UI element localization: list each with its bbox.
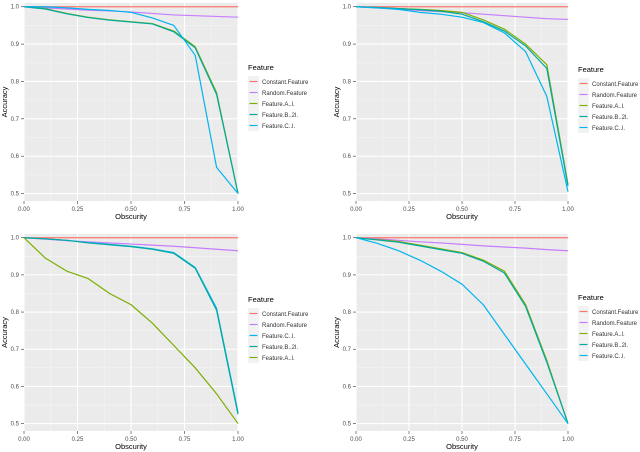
x-tick-label: 1.00 — [232, 437, 244, 443]
y-tick-label: 0.6 — [11, 154, 20, 160]
x-tick-label: 1.00 — [562, 437, 574, 443]
y-tick-label: 1.0 — [11, 236, 20, 242]
y-axis-title: Accuracy — [0, 317, 9, 348]
x-axis-title: Obscurity — [115, 442, 147, 451]
legend: Feature Constant.Feature Random.Feature Fea… — [248, 63, 309, 131]
x-tick-label: 0.75 — [509, 437, 521, 443]
x-axis-title: Obscurity — [446, 442, 478, 451]
x-tick-label: 0.75 — [179, 207, 191, 213]
x-tick-label: 0.00 — [18, 207, 30, 213]
x-axis-title: Obscurity — [115, 212, 147, 221]
y-tick-label: 0.9 — [11, 42, 20, 48]
legend-label: Feature.C..l. — [262, 334, 295, 340]
series-line-5 — [355, 6, 569, 192]
y-tick-label: 0.5 — [343, 192, 352, 198]
series-line-4 — [23, 237, 239, 415]
y-tick-label: 0.8 — [343, 310, 352, 316]
x-axis-title: Obscurity — [446, 212, 478, 221]
legend-label: Feature.B..2l. — [592, 343, 628, 349]
legend-label: Random.Feature — [262, 91, 308, 97]
y-tick-label: 0.7 — [11, 347, 20, 353]
y-tick-label: 0.5 — [11, 422, 20, 428]
y-tick-label: 0.5 — [11, 192, 20, 198]
x-tick-label: 0.25 — [403, 437, 415, 443]
chart-panel-3: 0.00 0.25 0.50 0.75 1.00 0.5 0.6 0.7 0.8 0.9 1.0 Ob… — [0, 234, 309, 451]
series-line-4 — [355, 6, 569, 187]
x-tick-label: 0.50 — [125, 207, 137, 213]
x-tick-label: 0.00 — [18, 437, 30, 443]
legend-title: Feature — [578, 293, 604, 302]
series-line-5 — [24, 6, 239, 194]
legend-label: Feature.C..l. — [592, 354, 625, 360]
y-tick-label: 0.7 — [343, 347, 352, 353]
legend-label: Random.Feature — [592, 93, 638, 99]
x-tick-label: 0.50 — [456, 207, 468, 213]
legend-title: Feature — [578, 65, 604, 74]
x-tick-label: 0.50 — [456, 437, 468, 443]
legend: Feature Constant.Feature Random.Feature Fea… — [248, 295, 309, 363]
legend: Feature Constant.Feature Random.Feature Fea… — [578, 65, 639, 133]
x-tick-label: 0.25 — [72, 437, 84, 443]
legend-label: Feature.C..l. — [262, 124, 295, 130]
x-tick-label: 0.50 — [125, 437, 137, 443]
legend-label: Constant.Feature — [592, 310, 639, 316]
legend-label: Constant.Feature — [262, 312, 309, 318]
chart-panel-1: 0.00 0.25 0.50 0.75 1.00 0.5 0.6 0.7 0.8 0.9 1.0 Ob… — [0, 3, 309, 221]
x-tick-label: 0.75 — [179, 437, 191, 443]
y-tick-label: 1.0 — [343, 236, 352, 242]
legend-label: Constant.Feature — [262, 80, 309, 86]
series-line-5 — [355, 237, 569, 424]
legend-label: Feature.A..l. — [592, 104, 625, 110]
legend-label: Feature.B..2l. — [262, 345, 298, 351]
legend-title: Feature — [248, 63, 274, 72]
legend-label: Random.Feature — [592, 321, 638, 327]
y-axis-title: Accuracy — [332, 317, 341, 348]
y-tick-label: 0.9 — [11, 273, 20, 279]
legend: Feature Constant.Feature Random.Feature Fea… — [578, 293, 639, 361]
x-tick-label: 0.00 — [350, 437, 362, 443]
y-tick-label: 0.8 — [11, 310, 20, 316]
y-tick-label: 0.6 — [11, 384, 20, 390]
x-tick-label: 0.25 — [403, 207, 415, 213]
series-line-5 — [23, 237, 239, 424]
y-tick-label: 0.7 — [343, 117, 352, 123]
x-tick-label: 1.00 — [562, 207, 574, 213]
y-tick-label: 1.0 — [343, 5, 352, 11]
legend-label: Feature.A..l. — [592, 332, 625, 338]
y-tick-label: 0.9 — [343, 273, 352, 279]
y-tick-label: 0.8 — [11, 79, 20, 85]
y-tick-label: 0.9 — [343, 42, 352, 48]
series-line-4 — [355, 237, 569, 424]
y-tick-label: 1.0 — [11, 5, 20, 11]
chart-panel-4: 0.00 0.25 0.50 0.75 1.00 0.5 0.6 0.7 0.8 0.9 1.0 Ob… — [332, 234, 639, 451]
x-tick-label: 0.00 — [350, 207, 362, 213]
legend-label: Constant.Feature — [592, 82, 639, 88]
y-axis-title: Accuracy — [0, 86, 9, 117]
legend-label: Feature.B..2l. — [592, 115, 628, 121]
legend-label: Feature.C..l. — [592, 126, 625, 132]
legend-title: Feature — [248, 295, 274, 304]
y-tick-label: 0.7 — [11, 117, 20, 123]
chart-panel-2: 0.00 0.25 0.50 0.75 1.00 0.5 0.6 0.7 0.8 0.9 1.0 Ob… — [332, 3, 639, 221]
legend-label: Feature.A..l. — [262, 102, 295, 108]
legend-label: Random.Feature — [262, 323, 308, 329]
y-axis-title: Accuracy — [332, 86, 341, 117]
x-tick-label: 0.25 — [72, 207, 84, 213]
series-line-3 — [355, 237, 569, 424]
x-tick-label: 0.75 — [509, 207, 521, 213]
series-line-2 — [355, 237, 569, 252]
y-tick-label: 0.6 — [343, 384, 352, 390]
series-line-4 — [23, 6, 239, 194]
legend-label: Feature.B..2l. — [262, 113, 298, 119]
legend-label: Feature.A..l. — [262, 356, 295, 362]
x-tick-label: 1.00 — [232, 207, 244, 213]
y-tick-label: 0.8 — [343, 79, 352, 85]
y-tick-label: 0.6 — [343, 154, 352, 160]
y-tick-label: 0.5 — [343, 422, 352, 428]
